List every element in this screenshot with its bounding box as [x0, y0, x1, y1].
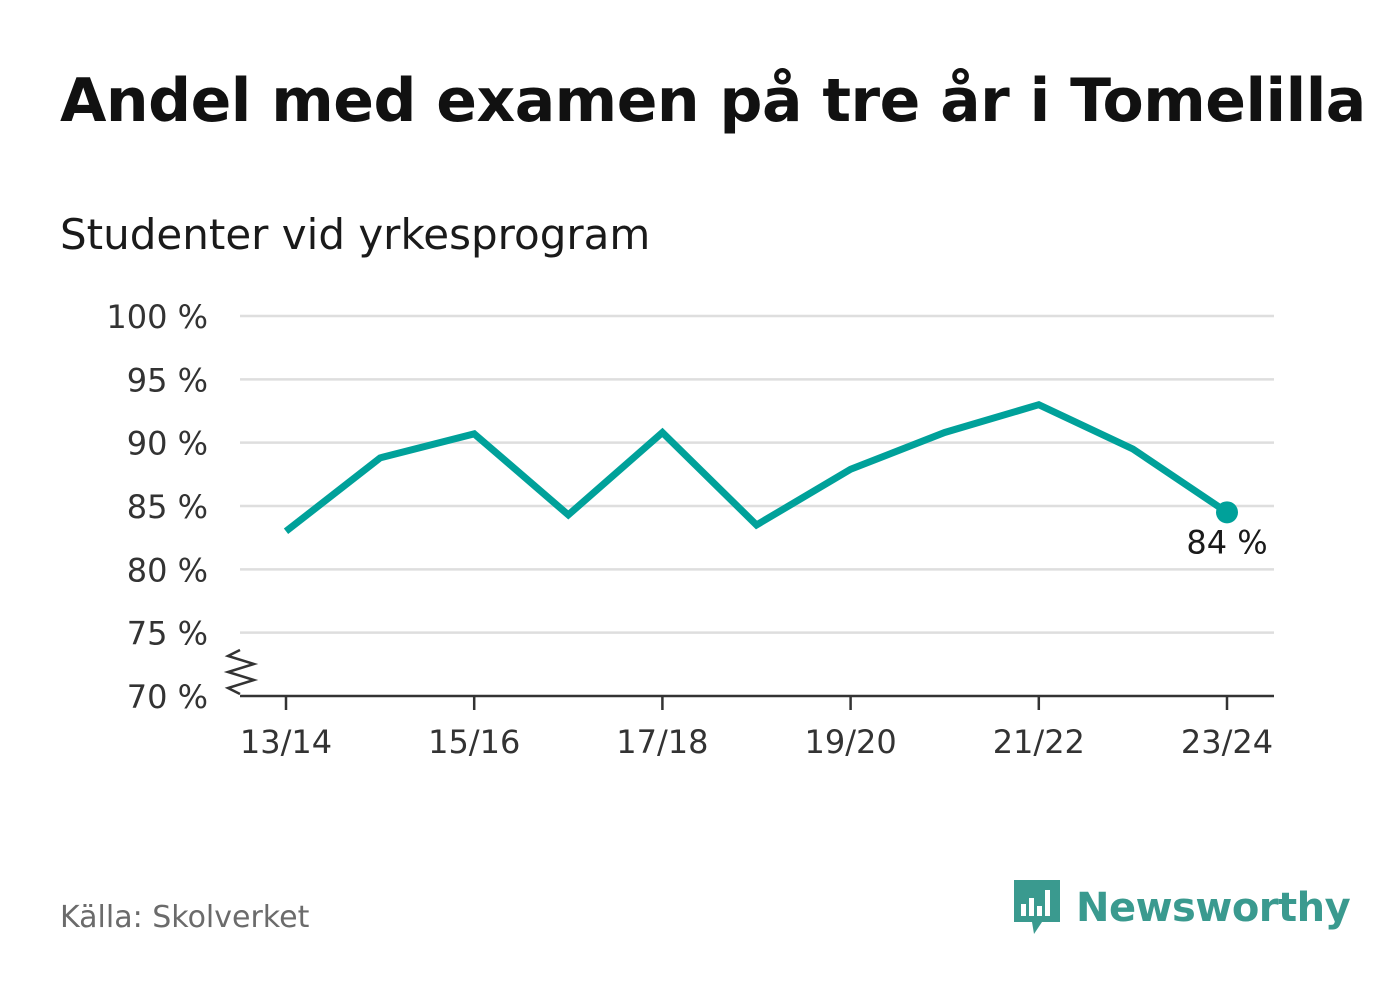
- y-tick-label-85: 85 %: [127, 488, 208, 526]
- axis-break-icon: [223, 648, 259, 696]
- y-tick-label-90: 90 %: [127, 425, 208, 463]
- x-tick-label-13/14: 13/14: [240, 723, 332, 761]
- brand-name: Newsworthy: [1076, 885, 1351, 931]
- series-line-0: [283, 400, 1229, 535]
- y-tick-label-95: 95 %: [127, 361, 208, 399]
- y-axis-ticks: 70 % 75 % 80 % 85 % 90 % 95 % 100 %: [106, 298, 208, 716]
- x-tick-label-17/18: 17/18: [616, 723, 708, 761]
- end-point-marker: [1216, 501, 1238, 524]
- series-group: 84 %: [283, 400, 1268, 561]
- x-tick-label-15/16: 15/16: [428, 723, 520, 761]
- y-tick-label-70: 70 %: [127, 678, 208, 716]
- x-tick-label-19/20: 19/20: [804, 723, 896, 761]
- y-tick-label-75: 75 %: [127, 615, 208, 653]
- x-axis-ticks: 13/14 15/16 17/18 19/20 21/22 23/24: [240, 696, 1273, 761]
- newsworthy-logo-icon: [1014, 880, 1060, 934]
- x-tick-label-23/24: 23/24: [1181, 723, 1273, 761]
- source-note: Källa: Skolverket: [60, 900, 310, 935]
- x-axis: [223, 648, 1274, 698]
- y-tick-label-80: 80 %: [127, 551, 208, 589]
- y-tick-label-100: 100 %: [106, 298, 208, 336]
- end-value-label: 84 %: [1186, 523, 1267, 561]
- gridlines: [240, 314, 1274, 634]
- chart-title: Andel med examen på tre år i Tomelilla: [60, 66, 1366, 136]
- brand-logo: Newsworthy: [1012, 878, 1351, 938]
- chart-subtitle: Studenter vid yrkesprogram: [60, 210, 651, 259]
- x-tick-label-21/22: 21/22: [993, 723, 1085, 761]
